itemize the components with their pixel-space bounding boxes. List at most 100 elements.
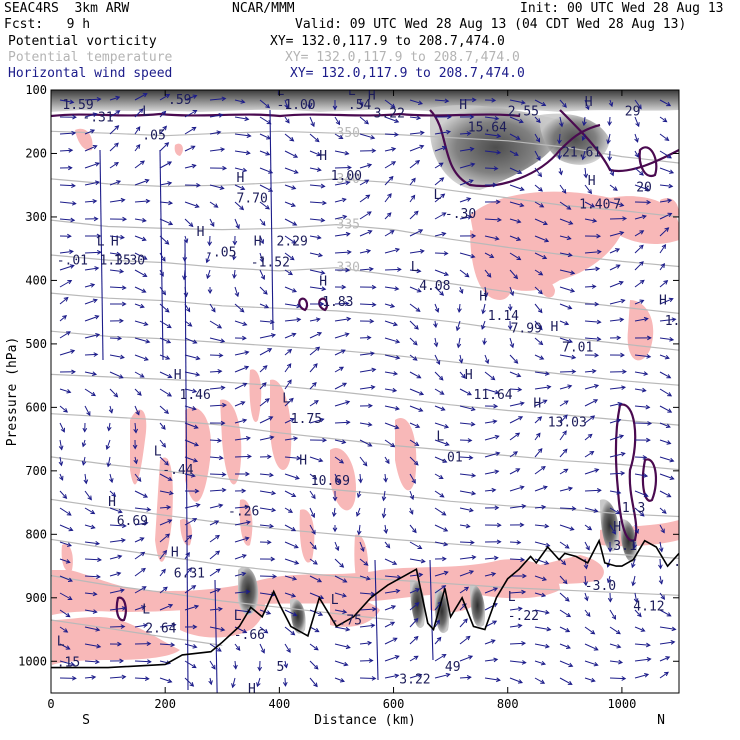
- wind-arrowhead: [292, 612, 298, 617]
- wind-vector: [309, 541, 317, 550]
- wind-vector: [59, 541, 72, 547]
- wind-vector: [534, 626, 551, 631]
- wind-arrowhead: [441, 653, 447, 659]
- wind-arrowhead: [335, 120, 341, 126]
- wind-arrowhead: [520, 100, 526, 105]
- wind-arrowhead: [94, 315, 100, 320]
- wind-arrowhead: [471, 555, 477, 560]
- pv-extremum-label: -.66: [234, 628, 265, 643]
- wind-arrowhead: [394, 424, 400, 430]
- wind-arrowhead: [458, 358, 464, 364]
- wind-vector: [584, 285, 596, 288]
- wind-arrowhead: [518, 416, 524, 421]
- wind-vector: [309, 626, 319, 633]
- wind-arrowhead: [419, 130, 425, 136]
- pv-extremum-label: .01: [439, 450, 462, 465]
- wind-arrowhead: [496, 677, 501, 683]
- wind-arrowhead: [468, 655, 474, 660]
- wind-arrowhead: [413, 635, 419, 641]
- wind-arrowhead: [141, 236, 147, 242]
- wind-arrowhead: [571, 506, 577, 511]
- wind-arrowhead: [205, 258, 211, 264]
- wind-vector: [434, 456, 447, 463]
- wind-arrowhead: [291, 332, 297, 338]
- wind-vector: [659, 199, 672, 203]
- pv-extremum-label: H: [585, 95, 593, 110]
- wind-vector: [206, 252, 211, 263]
- wind-vector: [484, 420, 497, 424]
- wind-vector: [134, 537, 144, 543]
- wind-arrowhead: [313, 363, 318, 368]
- wind-vector: [109, 286, 126, 289]
- wind-arrowhead: [67, 577, 73, 582]
- wind-vector: [259, 416, 273, 424]
- wind-arrowhead: [92, 591, 98, 597]
- wind-arrowhead: [544, 371, 550, 376]
- wind-arrowhead: [370, 351, 375, 356]
- wind-vector: [409, 574, 423, 577]
- wind-vector: [334, 251, 351, 254]
- wind-arrowhead: [391, 147, 397, 152]
- wind-vector: [134, 179, 149, 186]
- wind-vector: [259, 167, 273, 174]
- wind-arrowhead: [311, 529, 316, 535]
- wind-arrowhead: [545, 542, 551, 548]
- wind-arrowhead: [466, 675, 472, 680]
- wind-vector: [259, 303, 269, 309]
- wind-arrowhead: [619, 317, 625, 323]
- pv-extremum-label: -1.00: [277, 98, 316, 113]
- wind-vector: [509, 167, 522, 174]
- wind-arrowhead: [187, 322, 193, 327]
- wind-arrowhead: [271, 507, 277, 513]
- wind-vector: [184, 145, 195, 152]
- wind-arrowhead: [371, 676, 377, 681]
- wind-vector: [559, 337, 573, 343]
- wind-vector: [534, 416, 542, 424]
- wind-arrowhead: [92, 198, 98, 204]
- wind-vector: [409, 160, 420, 169]
- wind-arrowhead: [92, 112, 98, 117]
- wind-arrowhead: [145, 338, 151, 344]
- wind-vector: [84, 284, 95, 288]
- wind-arrowhead: [607, 547, 613, 553]
- wind-vector: [659, 99, 671, 107]
- wind-vector: [659, 116, 667, 123]
- wind-arrowhead: [167, 519, 173, 524]
- pv-extremum-label: .21: [120, 719, 143, 734]
- wind-vector: [334, 609, 347, 613]
- wind-arrowhead: [537, 172, 543, 178]
- wind-vector: [534, 677, 545, 684]
- wind-arrowhead: [669, 475, 675, 480]
- wind-arrowhead: [121, 674, 127, 680]
- wind-vector: [659, 626, 676, 630]
- wind-arrowhead: [345, 644, 351, 650]
- wind-arrowhead: [206, 274, 211, 280]
- wind-arrowhead: [314, 627, 320, 633]
- wind-vector: [334, 133, 343, 139]
- wind-vector: [609, 248, 620, 254]
- wind-arrowhead: [345, 420, 351, 425]
- pv-extremum-label: -.31: [82, 111, 113, 126]
- wind-vector: [634, 673, 649, 679]
- wind-vector: [134, 388, 142, 396]
- wind-vector: [509, 505, 526, 509]
- wind-vector: [534, 386, 551, 390]
- wind-vector: [184, 126, 196, 135]
- wind-arrowhead: [296, 303, 302, 309]
- wind-vector: [334, 575, 347, 583]
- wind-arrowhead: [162, 125, 167, 131]
- wind-arrowhead: [616, 644, 622, 649]
- wind-vector: [284, 398, 294, 407]
- wind-arrowhead: [193, 424, 199, 429]
- wind-arrowhead: [609, 171, 615, 177]
- wind-vector: [534, 609, 549, 614]
- wind-arrowhead: [359, 101, 364, 107]
- wind-vector: [334, 215, 347, 220]
- wind-arrowhead: [366, 249, 372, 254]
- wind-vector: [384, 116, 399, 123]
- wind-vector: [659, 592, 665, 600]
- wind-arrowhead: [590, 415, 596, 420]
- wind-arrowhead: [493, 403, 499, 409]
- wind-arrowhead: [97, 557, 102, 563]
- pv-extremum-label: -.44: [162, 463, 193, 478]
